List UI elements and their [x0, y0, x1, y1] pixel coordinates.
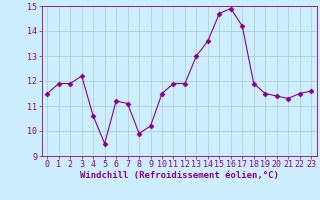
- X-axis label: Windchill (Refroidissement éolien,°C): Windchill (Refroidissement éolien,°C): [80, 171, 279, 180]
